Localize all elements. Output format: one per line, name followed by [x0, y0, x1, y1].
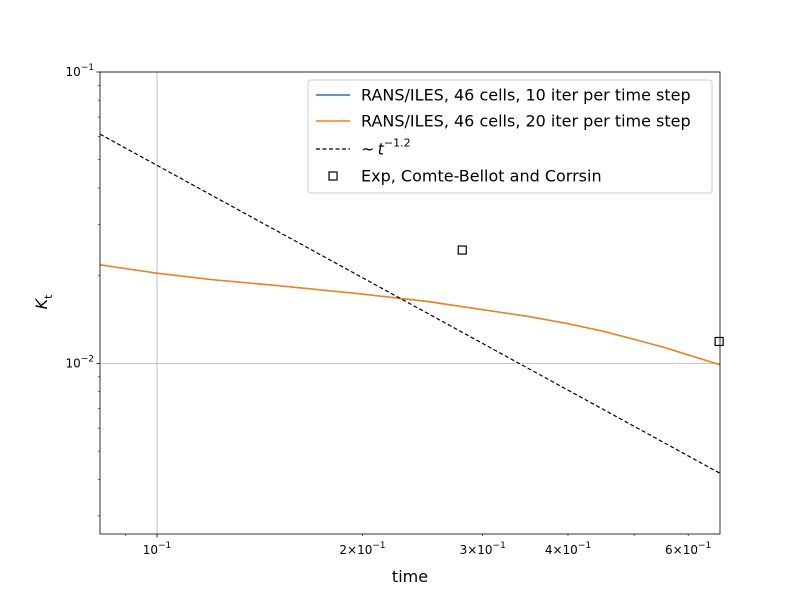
y-axis-label: Kt: [32, 294, 55, 310]
series-layer: [100, 133, 724, 474]
legend: RANS/ILES, 46 cells, 10 iter per time st…: [307, 79, 713, 194]
series-line-2: [100, 264, 720, 366]
legend-label-2: RANS/ILES, 46 cells, 20 iter per time st…: [361, 112, 691, 131]
legend-box: [307, 79, 713, 194]
exp-data-point: [457, 245, 467, 255]
x-tick-label: 2×10−1: [339, 541, 385, 557]
x-tick-label: 10−1: [143, 541, 172, 557]
x-tick-label: 6×10−1: [665, 541, 711, 557]
legend-swatch-4: [328, 171, 338, 181]
exp-data-point: [714, 336, 724, 347]
y-tick-label: 10−1: [65, 63, 94, 79]
series-line-3: [100, 133, 720, 474]
tick-layer: 10−1 2×10−1 3×10−1 4×10−1 6×10−1 10−1 10−2: [65, 63, 711, 557]
legend-label-4: Exp, Comte-Bellot and Corrsin: [361, 167, 602, 186]
legend-label-3: ~ t−1.2: [361, 137, 411, 159]
x-tick-label: 4×10−1: [545, 541, 591, 557]
axes-frame: [99, 71, 721, 535]
legend-label-1: RANS/ILES, 46 cells, 10 iter per time st…: [361, 86, 691, 105]
y-tick-label: 10−2: [65, 354, 94, 370]
x-axis-label: time: [392, 567, 428, 586]
y-axis-label-text: Kt: [32, 294, 55, 310]
x-tick-label: 3×10−1: [460, 541, 506, 557]
